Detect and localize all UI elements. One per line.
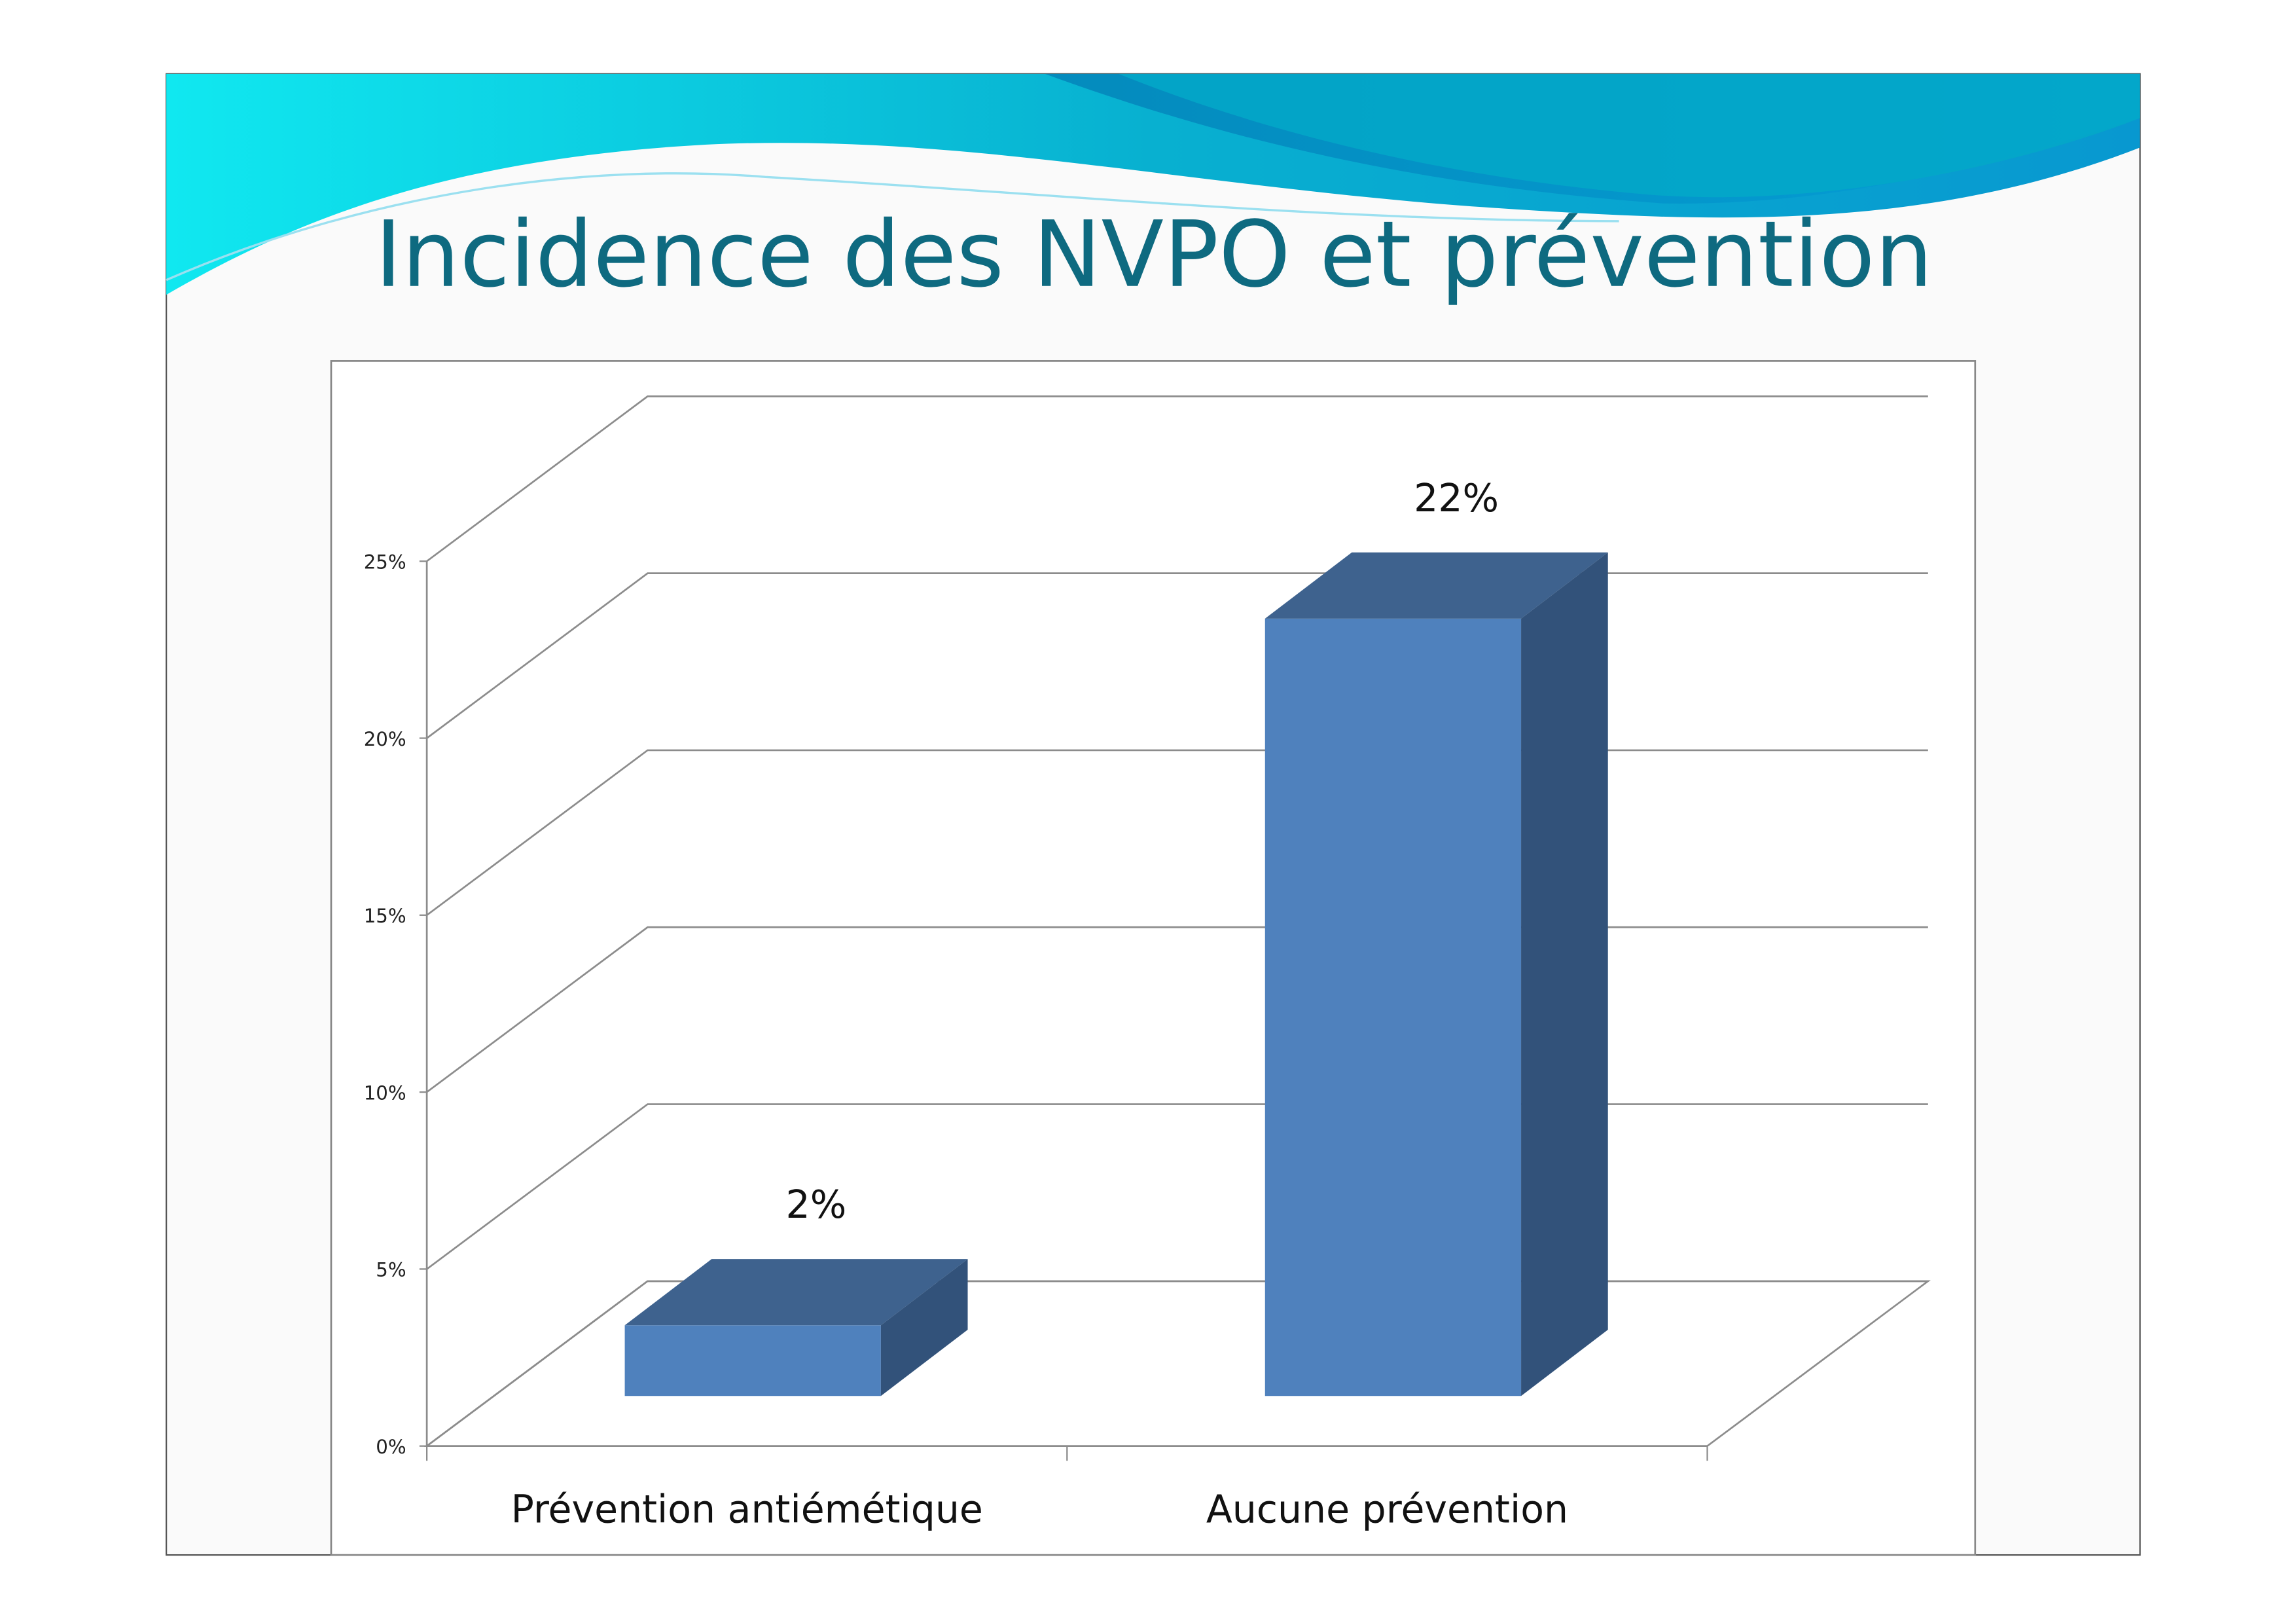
- chart-area: [330, 360, 1977, 1556]
- gridline: [426, 395, 1928, 562]
- y-tick-label: 20%: [364, 728, 406, 750]
- y-tick-label: 0%: [376, 1436, 406, 1458]
- y-tick-label: 25%: [364, 551, 406, 573]
- slide-title: Incidence des NVPO et prévention: [375, 202, 1933, 308]
- bar-front: [1265, 618, 1522, 1396]
- bar-side: [1521, 552, 1608, 1396]
- y-tick-label: 5%: [376, 1259, 406, 1281]
- data-label: 22%: [1414, 476, 1499, 520]
- bar-front: [624, 1325, 881, 1396]
- x-category-label: Prévention antiémétique: [511, 1487, 983, 1532]
- y-tick-label: 15%: [364, 905, 406, 927]
- bar: [624, 1259, 968, 1396]
- x-category-label: Aucune prévention: [1206, 1487, 1568, 1532]
- bar-side: [880, 1259, 968, 1396]
- chart: 0% 5% 10% 15% 20% 25% 2% Prévention antiémétiqu…: [364, 395, 1931, 1532]
- header-wave: [166, 73, 2140, 295]
- data-label: 2%: [786, 1182, 847, 1227]
- bar: [1265, 552, 1608, 1396]
- bar-top: [624, 1259, 968, 1326]
- y-tick-label: 10%: [364, 1082, 406, 1104]
- bar-top: [1265, 552, 1608, 619]
